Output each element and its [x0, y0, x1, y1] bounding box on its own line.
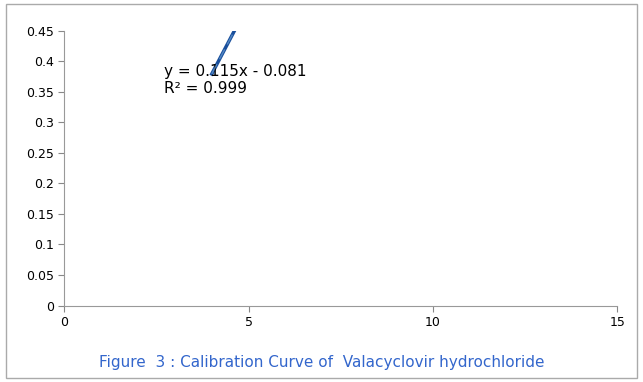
Text: Figure  3 : Calibration Curve of  Valacyclovir hydrochloride: Figure 3 : Calibration Curve of Valacycl…	[99, 355, 544, 371]
Text: y = 0.115x - 0.081
R² = 0.999: y = 0.115x - 0.081 R² = 0.999	[164, 63, 306, 96]
